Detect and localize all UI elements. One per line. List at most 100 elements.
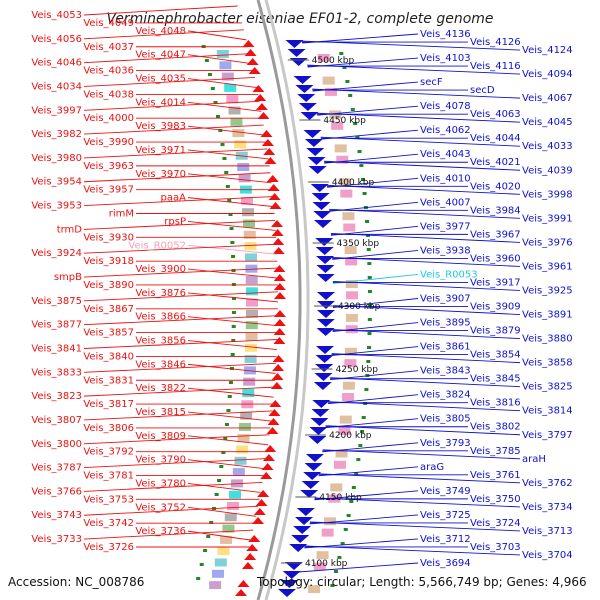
feature-box	[243, 230, 256, 239]
leader-line	[329, 208, 521, 219]
leader-line	[83, 100, 260, 111]
forward-gene-arrow	[272, 364, 285, 371]
forward-gene-arrow	[253, 508, 266, 515]
right-gene-label: Veis_3724	[470, 518, 521, 529]
tick-mark	[217, 479, 222, 482]
tick-mark	[231, 297, 236, 300]
forward-gene-arrow	[273, 310, 286, 317]
right-gene-label: Veis_3797	[522, 430, 573, 441]
leader-line	[322, 449, 521, 460]
feature-box	[345, 313, 358, 322]
leader-line	[83, 362, 277, 373]
tick-mark	[224, 423, 229, 426]
left-gene-label: Veis_3867	[83, 304, 134, 315]
leader-line	[187, 435, 269, 446]
right-gene-label: Veis_3858	[522, 358, 573, 369]
tick-mark	[214, 493, 219, 496]
kbp-marker-label: 4400 kbp	[332, 178, 375, 188]
reverse-gene-arrow	[312, 202, 331, 210]
left-gene-label: Veis_3953	[31, 201, 82, 212]
left-gene-label: Veis_3982	[31, 129, 82, 140]
feature-box	[221, 72, 234, 81]
reverse-gene-arrow	[282, 571, 301, 579]
forward-gene-arrow	[269, 400, 282, 407]
tick-mark	[342, 66, 347, 69]
right-gene-label: Veis_3816	[470, 398, 521, 409]
feature-box	[219, 61, 232, 70]
feature-box	[343, 223, 356, 232]
left-gene-label: Veis_4049	[83, 18, 134, 29]
feature-box	[245, 343, 258, 352]
left-gene-label: Veis_3817	[83, 399, 134, 410]
forward-gene-arrow	[244, 553, 257, 560]
leader-line	[332, 256, 521, 267]
feature-box	[226, 502, 239, 510]
forward-gene-arrow	[266, 175, 279, 182]
kbp-marker-label: 4200 kbp	[329, 431, 372, 441]
left-gene-label: Veis_3831	[83, 375, 134, 386]
right-gene-label: Veis_3845	[470, 374, 521, 385]
feature-box	[245, 309, 258, 318]
reverse-gene-arrow	[289, 58, 308, 66]
left-gene-label: Veis_3809	[135, 431, 186, 442]
forward-gene-arrow	[252, 517, 265, 524]
kbp-marker-label: 4300 kbp	[338, 302, 381, 312]
leader-line	[187, 316, 278, 327]
tick-mark	[228, 381, 233, 384]
forward-gene-arrow	[261, 139, 274, 146]
right-gene-label: Veis_3703	[470, 542, 521, 553]
tick-mark	[229, 227, 234, 230]
forward-gene-arrow	[272, 355, 285, 362]
left-gene-label: rimM	[109, 209, 134, 220]
left-gene-label: Veis_3815	[135, 407, 186, 418]
right-gene-label: Veis_3805	[420, 414, 471, 425]
forward-strand-genes	[235, 40, 286, 596]
reverse-gene-arrow	[303, 130, 322, 138]
reverse-gene-arrow	[311, 409, 330, 417]
kbp-markers: 4500 kbp 4450 kbp 4400 kbp 4350 kbp 4300 kbp…	[280, 56, 381, 569]
leader-line	[83, 458, 267, 469]
right-gene-label: Veis_4078	[420, 101, 471, 112]
right-gene-label: Veis_3909	[470, 302, 521, 313]
right-gene-label: Veis_3879	[470, 326, 521, 337]
reverse-gene-arrow	[287, 49, 306, 57]
feature-box	[209, 581, 222, 590]
feature-box	[232, 129, 245, 138]
reverse-gene-arrow	[308, 436, 327, 444]
tick-mark	[365, 220, 370, 223]
right-gene-label: Veis_3734	[522, 502, 573, 513]
reverse-gene-arrow	[316, 292, 335, 300]
leader-line	[187, 340, 277, 350]
tick-mark	[356, 458, 361, 461]
left-gene-label: Veis_3983	[135, 121, 186, 132]
feature-box	[244, 355, 257, 364]
forward-gene-arrow	[273, 328, 286, 335]
reverse-gene-arrow	[315, 238, 334, 246]
left-gene-label: Veis_3736	[135, 526, 186, 537]
forward-gene-arrow	[260, 130, 273, 137]
kbp-marker-label: 4350 kbp	[337, 239, 380, 249]
reverse-gene-arrow	[315, 247, 334, 255]
tick-mark	[359, 164, 364, 167]
forward-gene-arrow	[273, 283, 286, 290]
right-gene-label: Veis_3991	[522, 213, 573, 224]
reverse-gene-arrow	[309, 427, 328, 435]
feature-box	[244, 253, 257, 262]
tick-mark	[330, 584, 335, 587]
forward-gene-arrow	[273, 292, 286, 299]
feature-box	[236, 445, 249, 454]
left-gene-label: Veis_3857	[83, 328, 134, 339]
leader-line	[330, 377, 521, 388]
feature-box	[245, 264, 258, 273]
tick-mark	[210, 87, 215, 90]
left-gene-label: Veis_4048	[135, 26, 186, 37]
reverse-gene-arrow	[316, 265, 335, 273]
right-gene-label: Veis_4033	[522, 141, 573, 152]
feature-box	[240, 411, 253, 420]
tick-mark	[231, 283, 236, 286]
right-gene-label: Veis_3925	[522, 285, 573, 296]
leader-line	[332, 329, 521, 340]
tick-mark	[231, 325, 236, 328]
left-gene-label: Veis_4014	[135, 97, 186, 108]
left-gene-label: Veis_3900	[135, 264, 186, 275]
